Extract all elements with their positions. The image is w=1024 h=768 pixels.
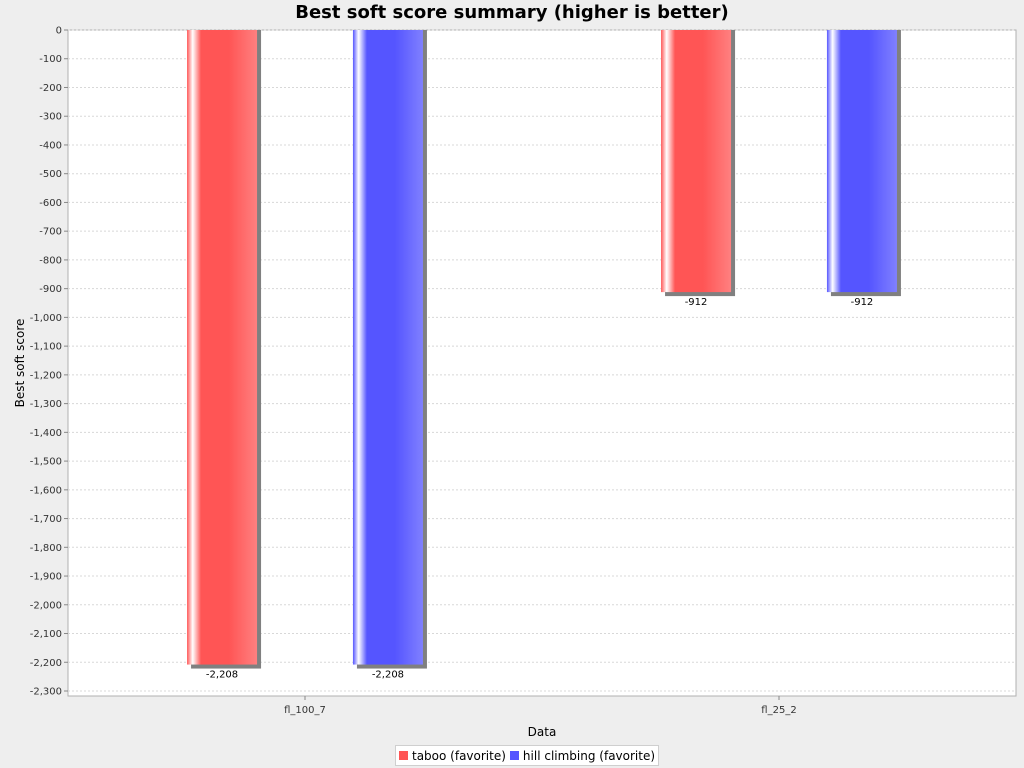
y-tick-label: -400: [39, 140, 62, 151]
x-axis-title: Data: [528, 725, 557, 739]
x-axis: fl_100_7 fl_25_2: [284, 696, 797, 716]
y-tick-label: -100: [39, 54, 62, 65]
y-tick-label: -900: [39, 284, 62, 295]
y-tick-label: -200: [39, 83, 62, 94]
y-tick-label: -1,200: [30, 370, 62, 381]
bar: [187, 30, 258, 665]
data-label: -2,208: [372, 670, 404, 681]
legend-swatch-taboo: [399, 751, 408, 760]
bars: -2,208 -2,208 -912 -912: [187, 30, 901, 681]
x-tick-label: fl_100_7: [284, 705, 326, 716]
y-tick-label: -600: [39, 198, 62, 209]
legend-swatch-hill-climbing: [509, 751, 519, 760]
legend: taboo (favorite) hill climbing (favorite…: [395, 745, 660, 766]
y-axis-title: Best soft score: [13, 319, 27, 408]
y-tick-label: -1,500: [30, 457, 62, 468]
y-tick-label: -2,000: [30, 600, 62, 611]
y-tick-label: -1,000: [30, 313, 62, 324]
chart-title: Best soft score summary (higher is bette…: [295, 2, 729, 23]
y-tick-label: -2,100: [30, 629, 62, 640]
y-tick-label: 0: [56, 26, 62, 37]
data-label: -912: [851, 297, 874, 308]
legend-label-taboo: taboo (favorite): [412, 748, 506, 763]
y-tick-label: -1,700: [30, 514, 62, 525]
legend-item-hill-climbing: hill climbing (favorite): [509, 748, 656, 763]
legend-label-hill-climbing: hill climbing (favorite): [522, 748, 656, 763]
y-tick-label: -1,100: [30, 342, 62, 353]
bar: [352, 30, 423, 665]
y-tick-label: -1,400: [30, 428, 62, 439]
data-label: -912: [685, 297, 708, 308]
y-tick-label: -500: [39, 169, 62, 180]
y-tick-label: -1,800: [30, 543, 62, 554]
legend-item-taboo: taboo (favorite): [399, 749, 506, 763]
y-tick-label: -1,600: [30, 485, 62, 496]
grid-lines: [68, 29, 1016, 692]
y-tick-label: -300: [39, 112, 62, 123]
y-axis: 0 -100 -200 -300 -400 -500 -600 -700 -800 -900 -1,…: [30, 26, 68, 698]
bar: [661, 30, 732, 293]
y-tick-label: -2,300: [30, 687, 62, 698]
x-tick-label: fl_25_2: [761, 705, 796, 716]
y-tick-label: -2,200: [30, 658, 62, 669]
bar: [826, 30, 897, 293]
y-tick-label: -700: [39, 227, 62, 238]
y-tick-label: -1,300: [30, 399, 62, 410]
data-label: -2,208: [206, 670, 238, 681]
y-tick-label: -800: [39, 255, 62, 266]
y-tick-label: -1,900: [30, 572, 62, 583]
